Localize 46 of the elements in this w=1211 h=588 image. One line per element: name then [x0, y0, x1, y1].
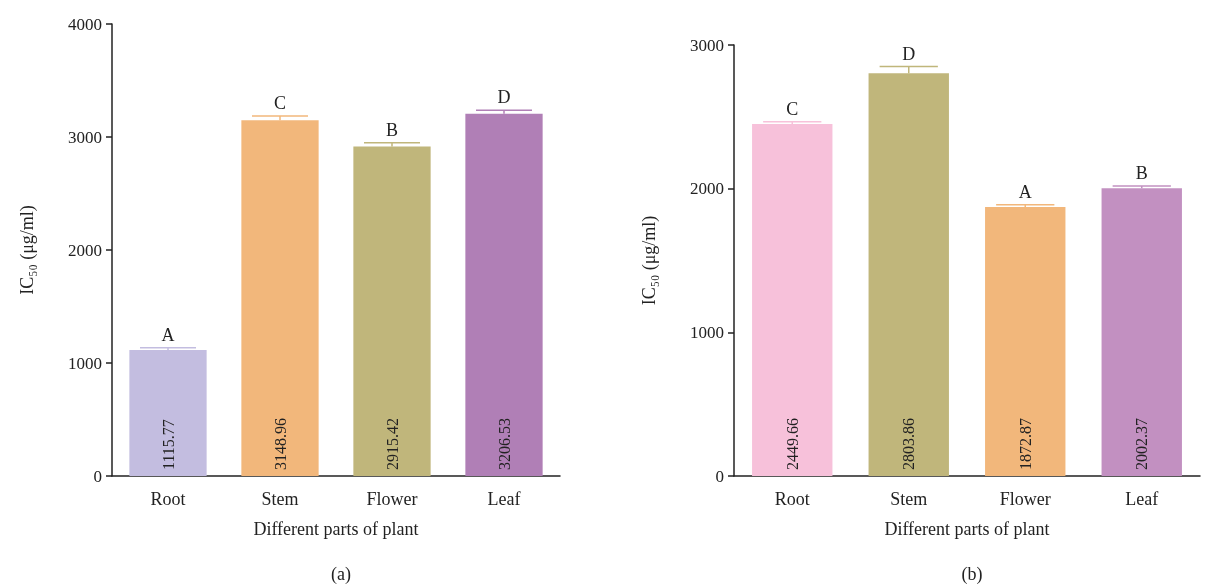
x-tick-label: Stem [890, 489, 928, 509]
y-axis-title: IC₅₀ (μg/ml) [639, 215, 660, 306]
x-tick-label: Stem [261, 489, 299, 509]
x-tick-label: Flower [366, 489, 418, 509]
bar [241, 120, 319, 476]
y-tick-label: 0 [715, 466, 724, 486]
y-axis-title: IC₅₀ (μg/ml) [17, 205, 38, 295]
data-label: 3148.96 [271, 418, 289, 470]
annotation: D [902, 43, 916, 64]
bar [465, 113, 543, 476]
text: (a) [331, 564, 351, 585]
annotation: D [497, 87, 511, 108]
annotation: A [1018, 181, 1032, 202]
data-label: 1115.77 [159, 419, 177, 470]
x-axis-title: Different parts of plant [884, 519, 1050, 539]
y-tick-label: 3000 [690, 35, 724, 55]
annotation: B [1135, 163, 1148, 184]
bar [129, 349, 207, 476]
y-tick-label: 2000 [68, 240, 102, 260]
bar [985, 206, 1066, 476]
data-label: 1872.87 [1016, 418, 1034, 470]
y-tick-label: 3000 [68, 127, 102, 147]
bar [752, 124, 833, 476]
data-label: 2803.86 [900, 418, 918, 470]
data-label: 2002.37 [1133, 418, 1151, 470]
x-tick-label: Leaf [487, 489, 521, 509]
annotation: C [786, 98, 799, 119]
y-tick-label: 4000 [68, 14, 102, 34]
x-tick-label: Root [774, 489, 810, 509]
data-label: 2449.66 [783, 418, 801, 470]
x-axis-title: Different parts of plant [253, 519, 419, 539]
annotation: A [161, 324, 175, 345]
y-tick-label: 1000 [690, 322, 724, 342]
x-tick-label: Root [150, 489, 186, 509]
y-tick-label: 0 [93, 466, 102, 486]
data-label: 2915.42 [383, 418, 401, 470]
annotation: B [385, 119, 399, 140]
annotation: C [273, 93, 287, 114]
data-label: 3206.53 [495, 418, 513, 470]
x-tick-label: Leaf [1125, 489, 1159, 509]
text: (b) [961, 564, 983, 585]
bar [1101, 188, 1182, 476]
bar [353, 146, 431, 476]
y-tick-label: 2000 [690, 179, 724, 199]
y-tick-label: 1000 [68, 353, 102, 373]
x-tick-label: Flower [999, 489, 1051, 509]
